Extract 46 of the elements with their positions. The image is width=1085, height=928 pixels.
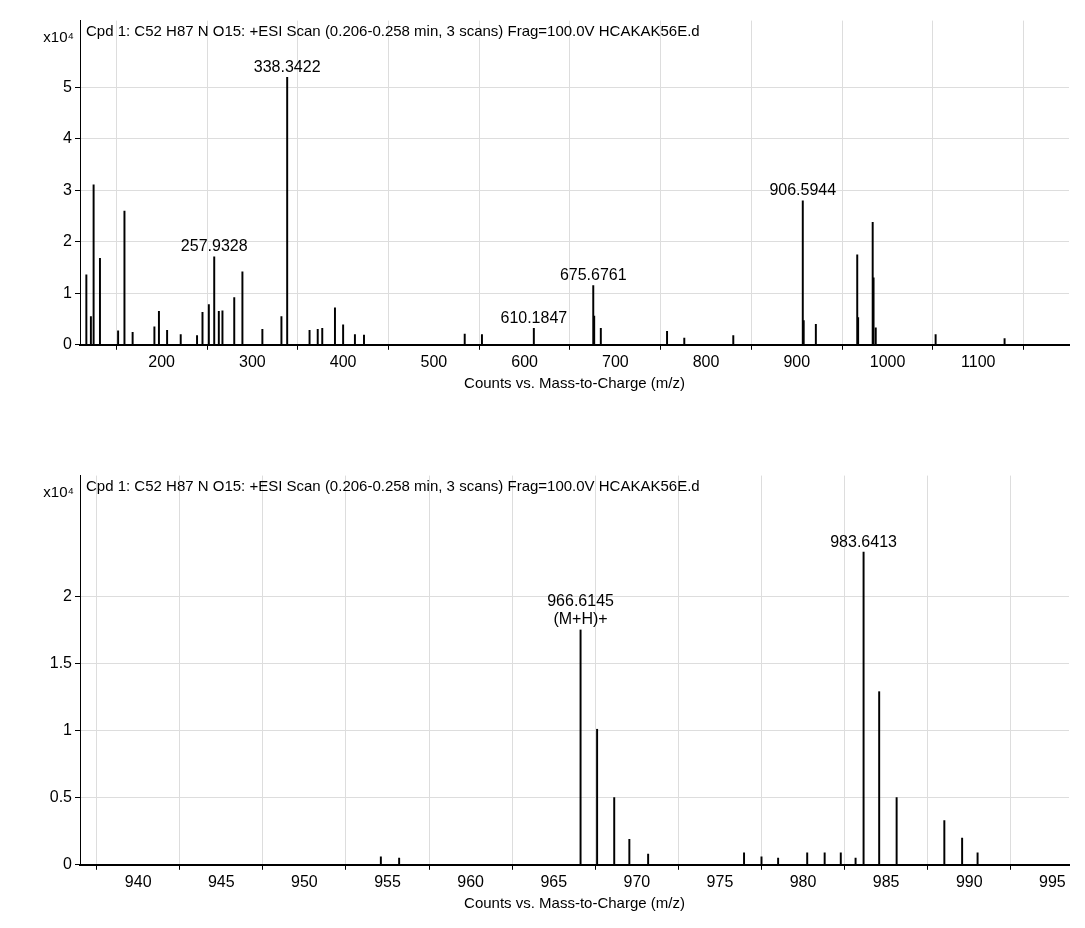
x-tick-label: 985 [872, 872, 900, 890]
y-tick-label: 0.5 [49, 788, 73, 806]
annotation: 338.3422 [253, 57, 321, 75]
x-tick-label: 500 [420, 352, 448, 370]
y-tick-label: 3 [63, 180, 73, 198]
annotation: 966.6145 (M+H)+ [547, 592, 615, 628]
x-tick-label: 990 [955, 872, 983, 890]
y-axis-title: x10⁴ [43, 28, 74, 46]
x-tick-label: 995 [1039, 872, 1066, 890]
x-tick-label: 200 [148, 352, 176, 370]
y-tick-label: 4 [63, 129, 73, 147]
y-tick-label: 1.5 [49, 653, 73, 671]
y-tick-label: 1 [63, 721, 73, 738]
x-axis-title: Counts vs. Mass-to-Charge (m/z) [464, 894, 685, 912]
x-tick-label: 1100 [961, 352, 996, 370]
x-tick-label: 900 [783, 352, 811, 370]
x-tick-label: 600 [511, 352, 539, 370]
x-tick-label: 1000 [869, 352, 906, 370]
x-tick-label: 940 [124, 872, 152, 890]
y-axis-title: x10⁴ [43, 483, 74, 501]
y-tick-label: 1 [63, 283, 73, 301]
x-tick-label: 970 [623, 872, 651, 890]
chart-title: Cpd 1: C52 H87 N O15: +ESI Scan (0.206-0.258 min, 3 scans) Frag=100.0V HCAKAK56E.d [86, 477, 700, 495]
x-tick-label: 400 [329, 352, 357, 370]
annotation: 610.1847 [500, 308, 568, 326]
y-tick-label: 0 [63, 335, 73, 353]
x-tick-label: 945 [207, 872, 235, 890]
x-tick-label: 800 [692, 352, 720, 370]
x-tick-label: 955 [374, 872, 401, 890]
y-tick-label: 2 [63, 586, 73, 604]
x-tick-label: 300 [239, 352, 266, 370]
x-tick-label: 700 [601, 352, 629, 370]
chart-title: Cpd 1: C52 H87 N O15: +ESI Scan (0.206-0.258 min, 3 scans) Frag=100.0V HCAKAK56E.d [86, 22, 700, 40]
x-tick-label: 960 [457, 872, 485, 890]
x-tick-label: 975 [706, 872, 734, 890]
x-tick-label: 980 [789, 872, 817, 890]
x-axis-title: Counts vs. Mass-to-Charge (m/z) [464, 374, 685, 392]
x-tick-label: 950 [291, 872, 318, 890]
annotation: 675.6761 [559, 266, 627, 284]
annotation: 257.9328 [180, 237, 248, 255]
y-tick-label: 0 [63, 855, 73, 873]
annotation: 906.5944 [769, 181, 837, 199]
y-tick-label: 5 [63, 77, 73, 95]
y-tick-label: 2 [63, 232, 73, 250]
x-tick-label: 965 [540, 872, 568, 890]
annotation: 983.6413 [830, 532, 898, 550]
